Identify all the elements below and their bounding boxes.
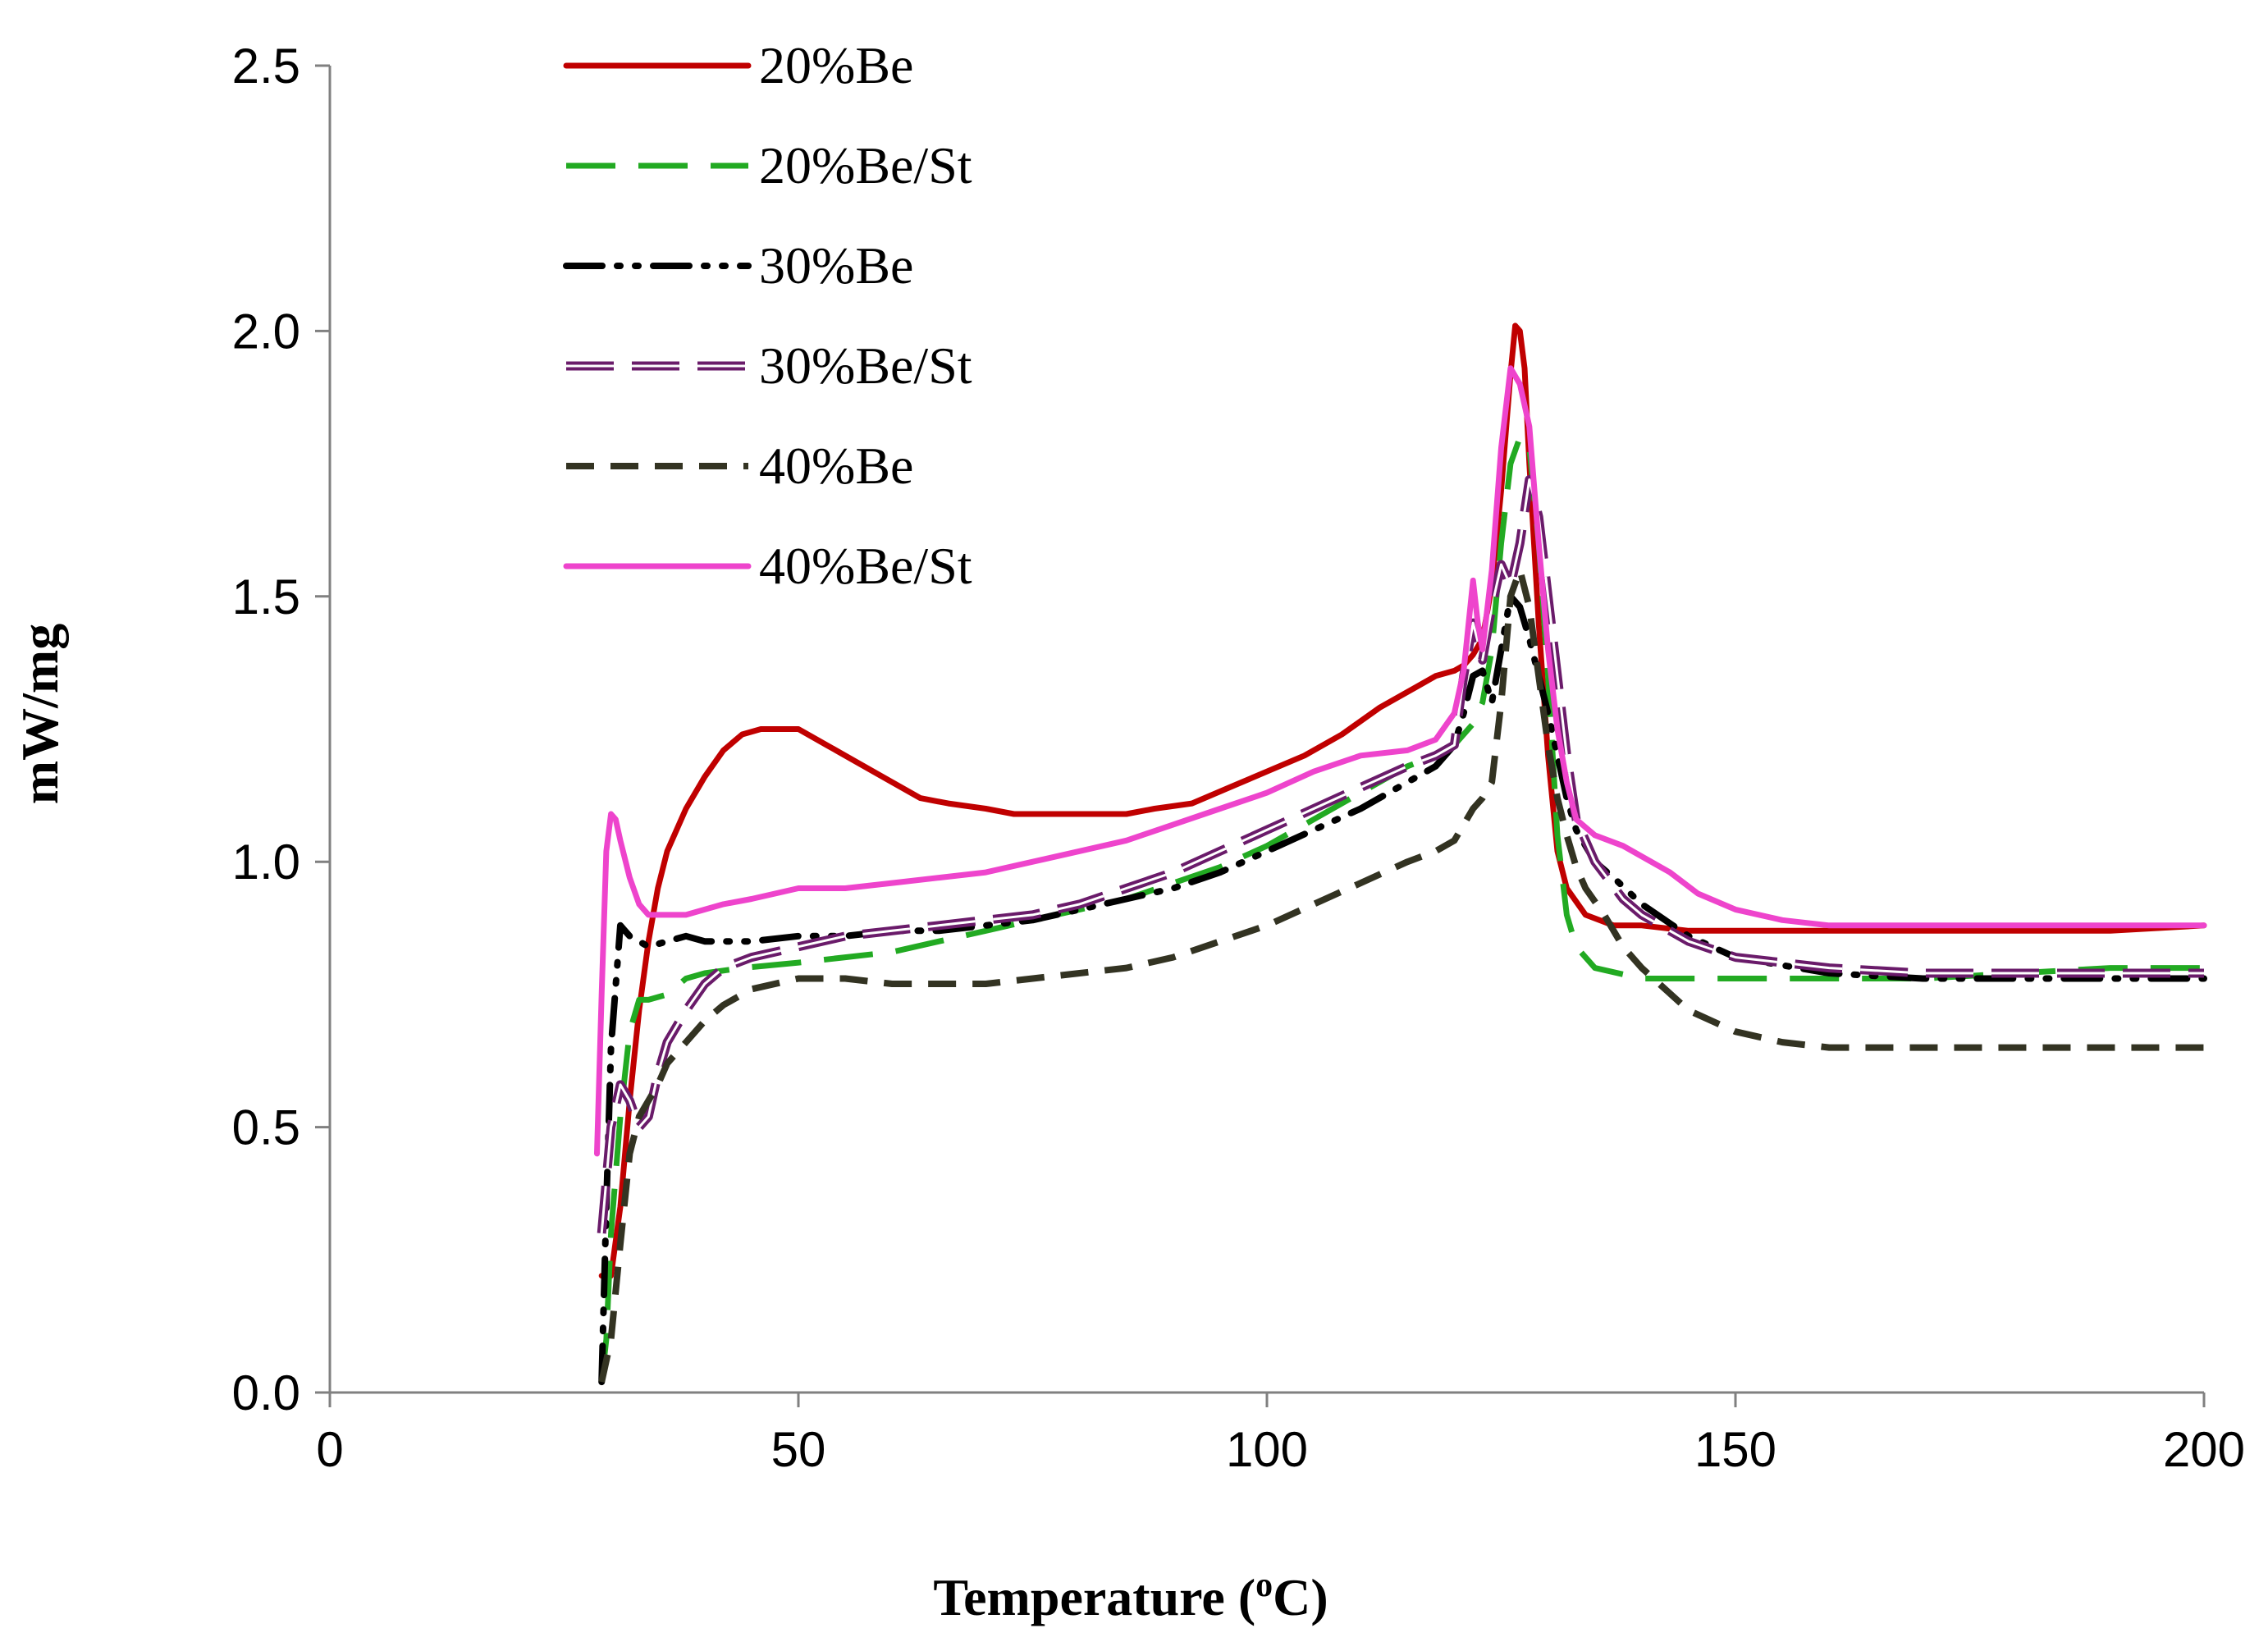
x-tick-label: 0	[316, 1422, 343, 1477]
legend-label-40-be: 40%Be	[759, 437, 913, 495]
legend-label-30-be: 30%Be	[759, 236, 913, 295]
series-line-30-be	[598, 592, 2207, 1386]
x-axis-title-superscript: o	[1255, 1566, 1273, 1604]
axes: 0.0 0.5 1.0 1.5 2.0 2.5 0 50 100 150 200	[232, 39, 2245, 1477]
legend-label-20-be-st: 20%Be/St	[759, 136, 972, 194]
y-tick-label: 1.0	[232, 835, 300, 890]
x-tick-label: 200	[2163, 1422, 2245, 1477]
legend-label-30-be-st: 30%Be/St	[759, 336, 972, 395]
x-tick-label: 150	[1694, 1422, 1776, 1477]
series-line-40-be	[598, 566, 2204, 1383]
x-axis-title-end: C)	[1273, 1568, 1328, 1626]
y-tick-label: 2.0	[232, 304, 300, 359]
series-line-30-be-st-inner	[600, 478, 2204, 1234]
y-axis-title: mW/mg	[11, 624, 69, 804]
series-line-20-be	[598, 322, 2207, 1279]
legend-label-20-be: 20%Be	[759, 36, 913, 94]
y-tick-label: 2.5	[232, 39, 300, 94]
x-tick-label: 100	[1226, 1422, 1308, 1477]
series-line-40-be-st	[594, 365, 2207, 1157]
x-axis-title-main: Temperature (	[933, 1568, 1255, 1626]
y-tick-label: 1.5	[232, 569, 300, 624]
series-lines	[594, 322, 2207, 1386]
x-tick-label: 50	[771, 1422, 826, 1477]
legend: 20%Be 20%Be/St 30%Be 30%Be/St 40%Be 40%Be/St	[563, 36, 972, 595]
y-tick-label: 0.5	[232, 1100, 300, 1155]
x-axis-title: Temperature (oC)	[933, 1566, 1328, 1626]
y-tick-label: 0.0	[232, 1365, 300, 1420]
legend-label-40-be-st: 40%Be/St	[759, 537, 972, 595]
